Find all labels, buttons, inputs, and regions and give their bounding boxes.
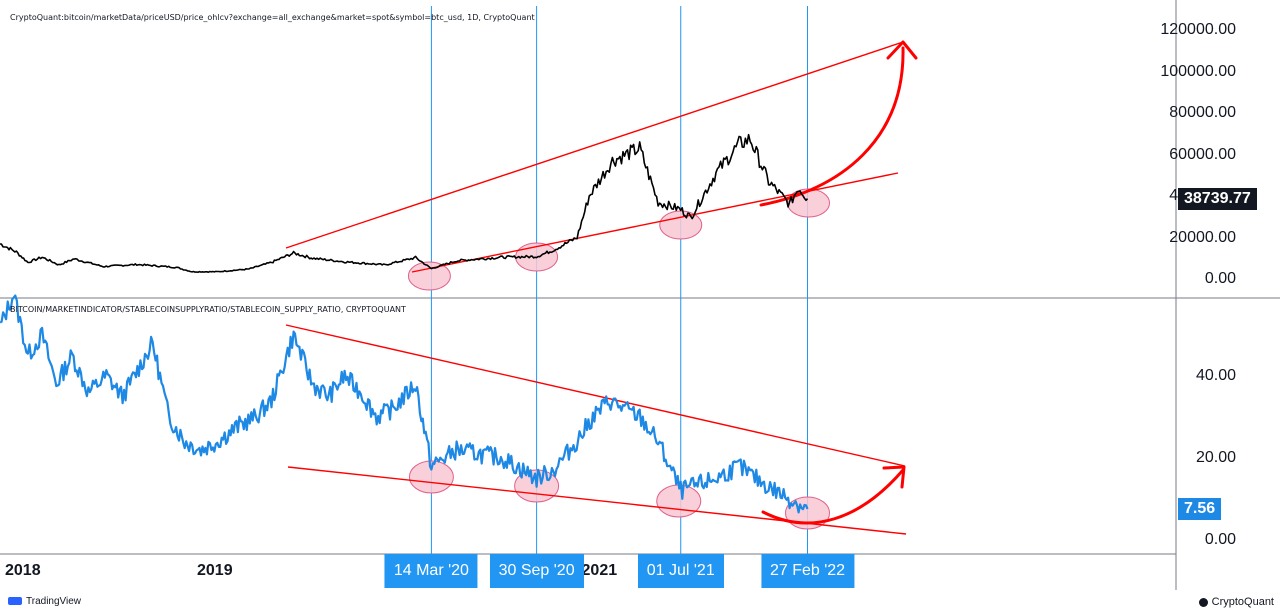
ratio-axis-tick-label: 40.00 [1195,367,1236,384]
tradingview-logo-icon [8,597,22,606]
price-axis-tick-label: 0.00 [1204,270,1236,287]
time-axis-tick-label: 2021 [581,562,618,579]
price-axis-tick-label: 120000.00 [1160,21,1236,38]
price-highlight-ellipse [787,188,831,218]
time-axis-tick-label: 2019 [197,562,233,579]
price-last-value-tag: 38739.77 [1178,187,1257,210]
price-lower-trendline [411,172,899,273]
price-arrowhead [886,40,918,60]
cryptoquant-logo: CryptoQuant [1198,596,1274,608]
ratio-upper-trendline [285,324,906,467]
ratio-source-label: BITCOIN/MARKETINDICATOR/STABLECOINSUPPLY… [10,305,406,314]
time-axis-tick-label: 2018 [5,562,41,579]
ratio-highlight-ellipse [408,460,454,494]
ratio-axis-tick-label: 0.00 [1204,531,1236,548]
cryptoquant-logo-text: CryptoQuant [1211,596,1274,608]
date-flag-2: 30 Sep '20 [489,554,584,588]
date-flag-4: 27 Feb '22 [760,554,855,588]
tradingview-logo-text: TradingView [26,596,82,607]
price-source-label: CryptoQuant:bitcoin/marketData/priceUSD/… [10,13,535,22]
price-axis-tick-label: 100000.00 [1160,62,1236,80]
price-axis-tick-label: 20000.00 [1169,228,1236,246]
ratio-projection-arrow [761,468,905,525]
price-axis-tick-label: 80000.00 [1169,104,1236,121]
price-projection-arrow [759,46,905,207]
ratio-highlight-ellipse [656,484,702,518]
ratio-last-value-tag: 7.56 [1178,498,1222,520]
price-highlight-ellipse [659,210,703,240]
tradingview-logo[interactable]: TradingView [8,596,81,607]
ratio-series-line [0,294,809,514]
price-highlight-ellipse [407,261,451,291]
ratio-axis-tick-label: 20.00 [1195,449,1236,466]
price-axis-tick-label: 60000.00 [1169,145,1236,163]
ratio-arrowhead [882,465,906,489]
date-flag-1: 14 Mar '20 [384,554,478,588]
price-upper-trendline [285,41,904,249]
date-flag-3: 01 Jul '21 [637,554,724,588]
price-series-line [0,133,809,273]
cryptoquant-logo-icon [1198,597,1208,607]
